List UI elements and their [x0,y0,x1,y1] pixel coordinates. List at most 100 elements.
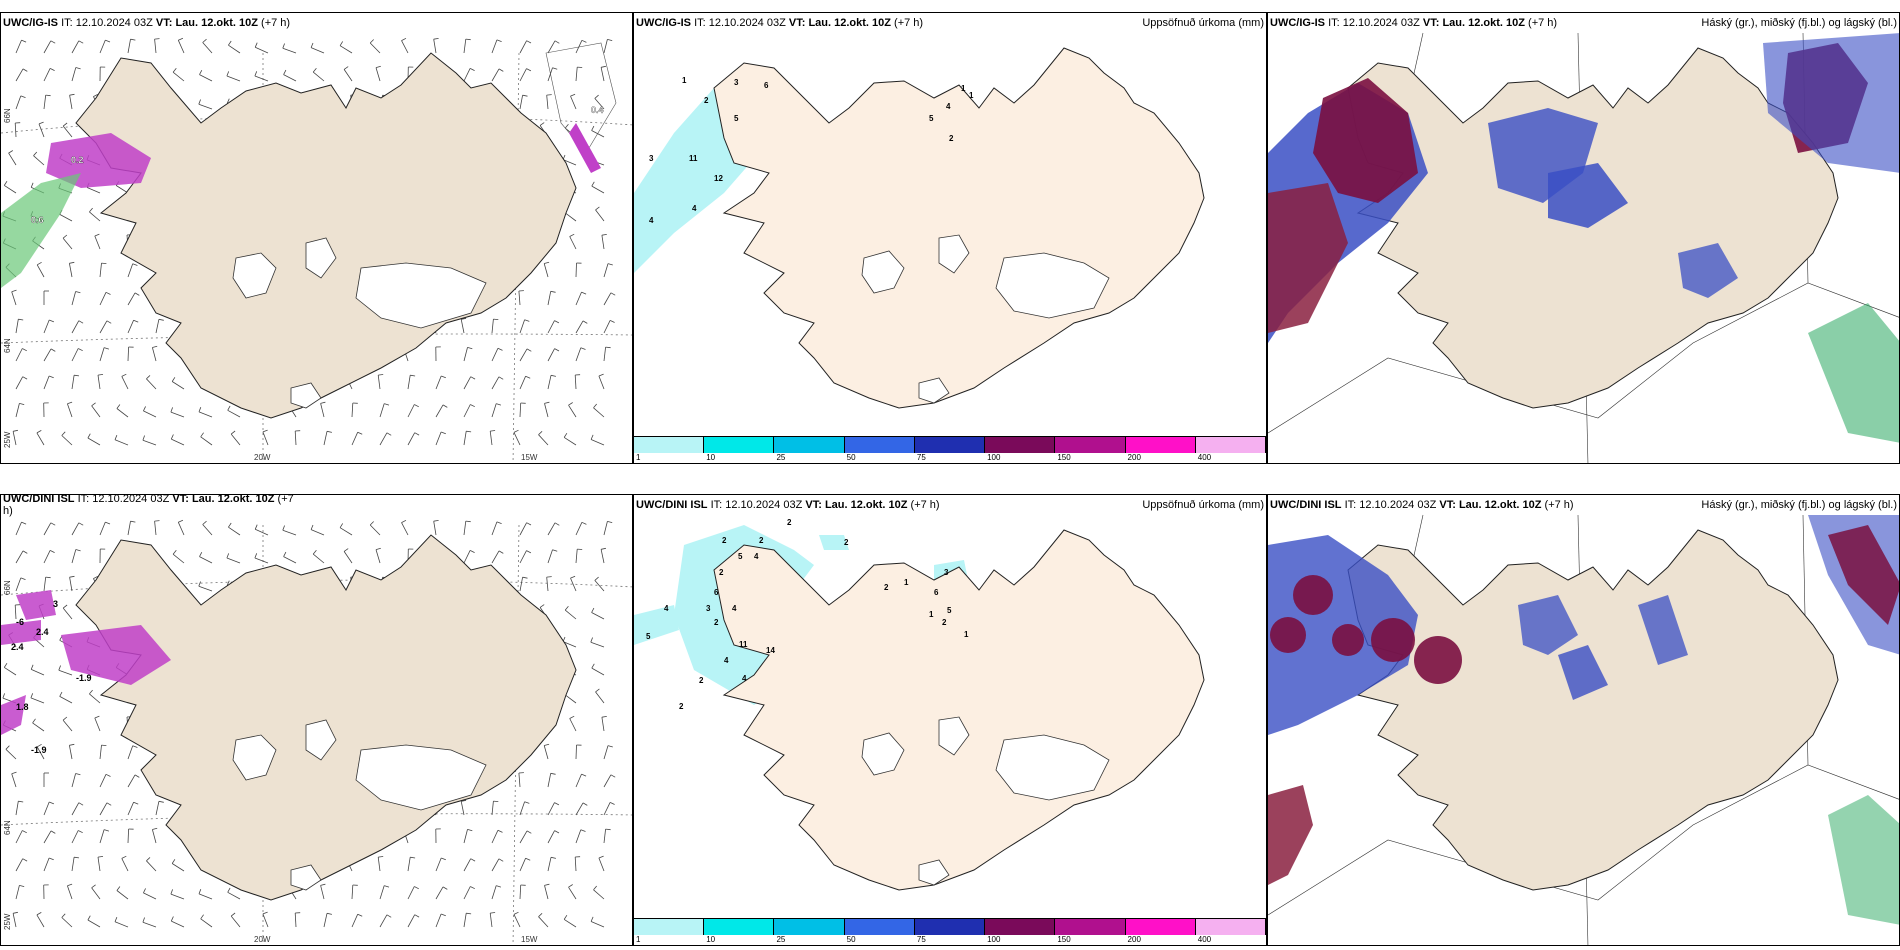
wind-barb-flag [539,122,545,126]
wind-barb [547,320,555,334]
wind-barb-flag [172,550,177,555]
wind-barb [407,914,416,928]
wind-barb [575,744,577,760]
wind-barb-flag [89,689,93,695]
wind-barb [99,745,102,760]
wind-barb-flag [554,320,560,324]
wind-barb-flag [490,912,496,914]
wind-barb [603,39,608,54]
wind-barb-flag [74,856,80,859]
wind-barb-flag [580,829,586,832]
wind-barb [262,913,269,928]
wind-barb [518,772,521,788]
wind-barb-flag [593,885,598,891]
wind-barb [491,550,500,564]
wind-barb [544,885,549,900]
wind-barb-flag [134,292,140,296]
iceland-landmass [75,534,577,901]
colorbar-swatch [774,919,845,935]
wind-barb [575,262,577,278]
map-panel-precip-top: 1 2 3 6 5 11 12 3 4 4 1 4 1 5 2 UWC/IG-I… [633,12,1267,464]
wind-barb-flag [312,549,317,555]
wind-label: 2.4 [36,627,49,637]
wind-barb [230,433,241,446]
wind-barb [226,557,241,564]
wind-barb-flag [414,914,420,918]
wind-barb [43,857,50,872]
wind-barb [114,921,129,928]
axis-label-15w: 15W [521,935,538,944]
wind-label: -6 [16,617,24,627]
wind-barb [152,829,157,844]
iceland-landmass [713,47,1205,409]
wind-barb [202,42,213,54]
colorbar-tick: 100 [987,453,1001,462]
cloud-map-bottom [1268,514,1899,945]
wind-barb-flag [143,888,146,894]
cloud-overlay [1268,515,1899,925]
wind-barb [177,522,185,536]
wind-barb-flag [116,886,121,891]
wind-barb-flag [172,68,177,73]
wind-barb [11,773,17,788]
wind-barb [603,292,612,306]
wind-barb [603,320,611,334]
wind-barb [547,549,553,564]
wind-barb-flag [466,430,472,433]
wind-barb [198,893,213,900]
precip-overlay [1,42,617,288]
wind-barb [598,375,605,390]
wind-barb-flag [526,348,532,352]
wind-barb-flag [563,914,568,920]
wind-barb [15,801,19,816]
wind-barb-flag [58,665,61,671]
wind-barb [36,914,45,928]
wind-barb-flag [526,550,532,554]
wind-map-top: 0.2 0.6 0.4 [1,37,632,463]
wind-label: 0.2 [71,155,84,165]
precip-label: 2 [787,518,792,527]
wind-barb [435,886,444,900]
wind-barb-flag [369,521,374,526]
wind-barb-flag [262,911,268,915]
wind-barb-flag [496,885,502,888]
colorbar-tick: 75 [916,935,926,944]
wind-barb [127,828,129,844]
wind-barb [282,47,297,54]
wind-barb [598,857,605,872]
wind-barb [463,858,472,872]
precip-label: 1 [904,578,909,587]
wind-barb-flag [320,401,326,404]
wind-barb-flag [11,771,17,775]
colorbar-swatch [1125,919,1196,935]
wind-barb [562,159,577,166]
wind-barb [170,411,185,418]
wind-barb [99,320,108,334]
wind-barb [89,693,101,704]
wind-barb [172,71,185,82]
wind-barb-flag [227,405,231,411]
wind-barb [198,411,213,418]
precip-label: 4 [946,102,951,111]
colorbar-swatch [1055,919,1126,935]
wind-barb [43,522,52,536]
wind-barb [230,915,241,928]
wind-barb-flag [552,67,558,70]
wind-barb-flag [152,345,158,348]
wind-barb [4,667,17,676]
colorbar-tick: 25 [776,935,786,944]
wind-barb-flag [49,550,55,553]
colorbar-swatch [1195,919,1266,935]
precip-label: 4 [724,656,729,665]
wind-barb [575,829,582,844]
wind-barb [519,40,527,54]
wind-barb [489,913,493,928]
wind-barb-flag [142,917,145,923]
wind-barb [228,44,241,54]
colorbar-tick: 75 [916,453,926,462]
wind-barb-flag [142,435,145,441]
wind-barb-flag [30,664,34,670]
wind-barb-flag [461,317,467,320]
wind-barb-flag [13,911,18,914]
wind-barb [198,103,213,110]
